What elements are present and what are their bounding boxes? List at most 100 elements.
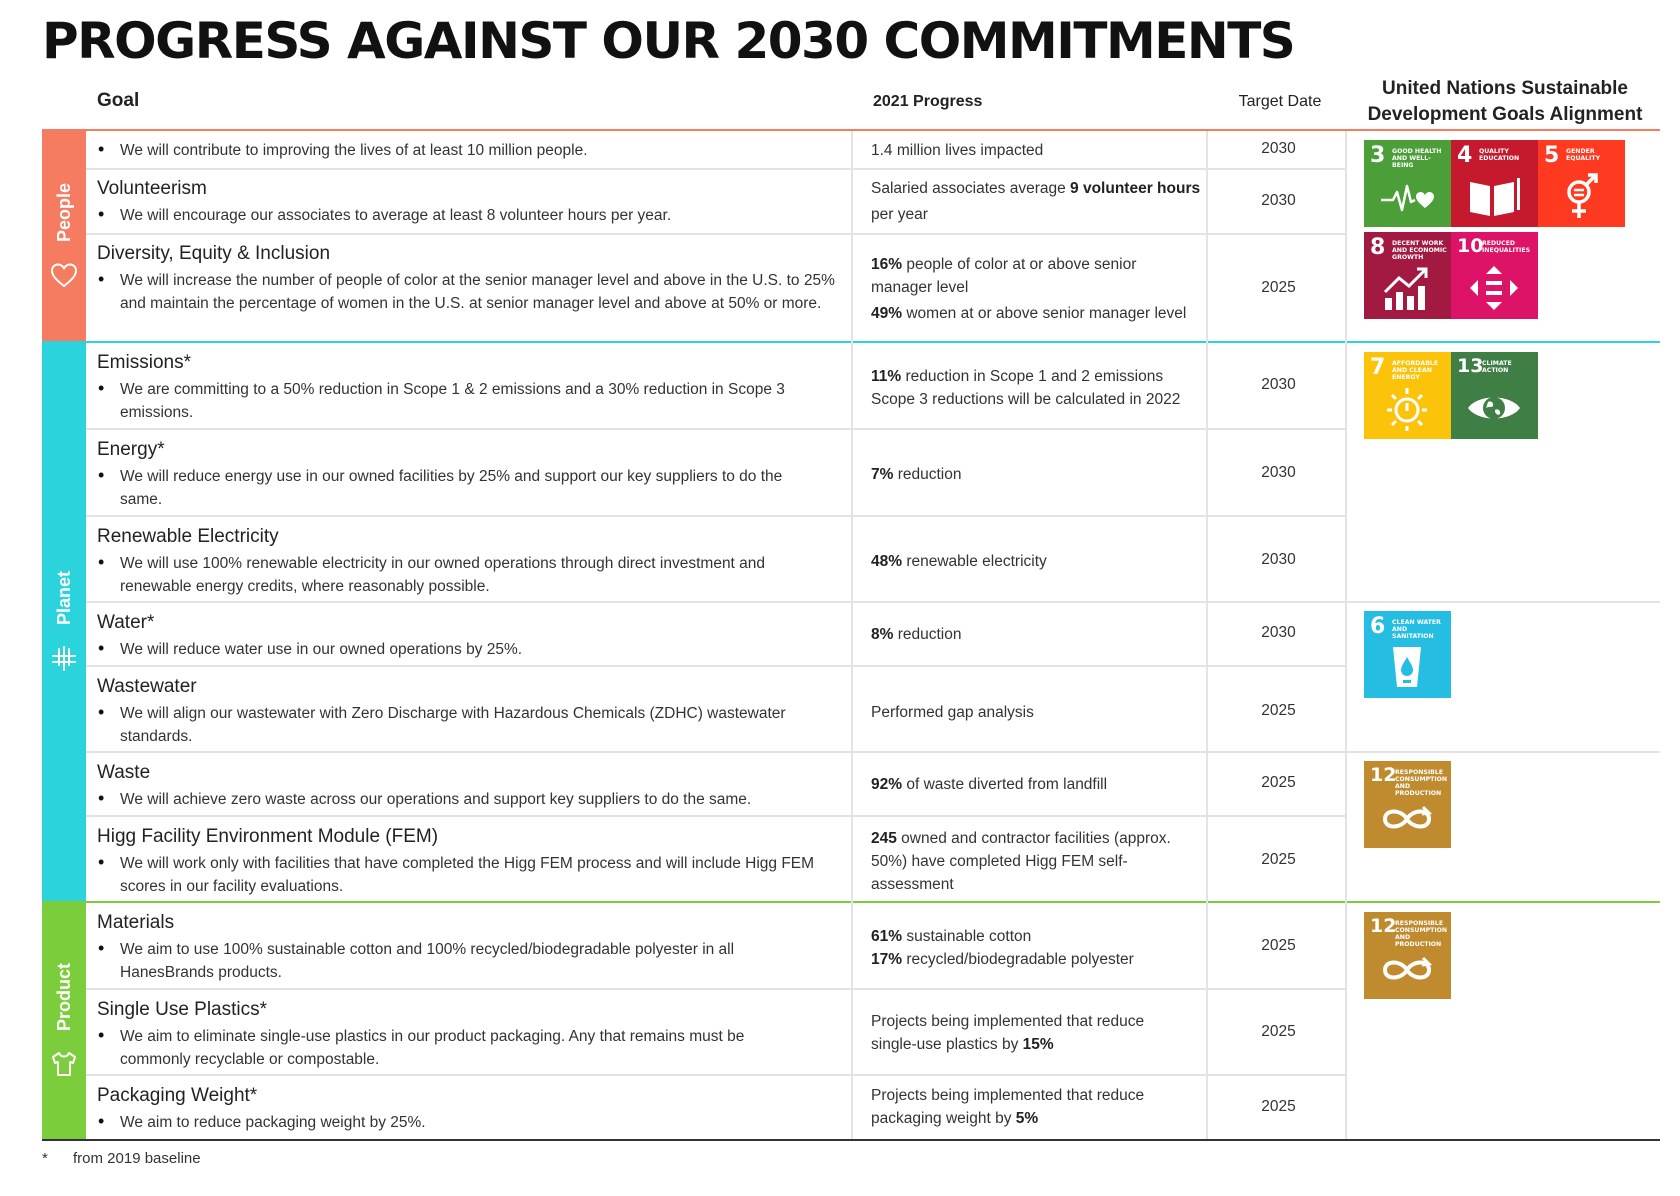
target-date: 2030 — [1261, 464, 1296, 481]
target-date: 2025 — [1261, 937, 1296, 954]
goal-title: Renewable Electricity — [97, 526, 279, 547]
progress-cell: Salaried associates average 9 volunteer … — [871, 180, 1201, 223]
sdg-tile-5: 5 GENDER EQUALITY — [1538, 140, 1625, 227]
target-date: 2030 — [1261, 551, 1296, 568]
footnote-marker: * — [42, 1150, 48, 1167]
goal-text: We will align our wastewater with Zero D… — [97, 701, 787, 748]
goal-text: We aim to reduce packaging weight by 25%… — [97, 1110, 847, 1134]
goal-title: Higg Facility Environment Module (FEM) — [97, 826, 439, 847]
goal-text: We will encourage our associates to aver… — [97, 203, 847, 227]
eye-globe-icon — [1468, 397, 1520, 419]
infinity-icon — [1382, 805, 1433, 829]
gender-icon — [1567, 173, 1598, 218]
goal-title: Single Use Plastics* — [97, 999, 268, 1020]
section-planet: Planet — [42, 342, 86, 902]
section-product: Product — [42, 902, 86, 1140]
goal-title: Emissions* — [97, 352, 191, 373]
sdg-divider — [1346, 601, 1660, 603]
section-label: Product — [53, 962, 74, 1031]
progress-cell: 7% reduction — [871, 466, 962, 483]
sdg-tile-6: 6 CLEAN WATER AND SANITATION — [1364, 611, 1451, 698]
column-divider — [851, 131, 853, 1139]
goal-title: Materials — [97, 912, 175, 933]
header-sdg-line2: Development Goals Alignment — [1367, 104, 1643, 125]
column-divider — [1206, 131, 1208, 1139]
target-date: 2030 — [1261, 624, 1296, 641]
goal-text: We will use 100% renewable electricity i… — [97, 551, 827, 598]
goal-text: We will reduce energy use in our owned f… — [97, 464, 817, 511]
row-divider — [86, 233, 1346, 235]
progress-cell: 1.4 million lives impacted — [871, 142, 1044, 159]
progress-cell: 11% reduction in Scope 1 and 2 emissions… — [871, 368, 1181, 408]
row-divider — [86, 1074, 1346, 1076]
target-date: 2025 — [1261, 279, 1296, 296]
goal-text: We aim to use 100% sustainable cotton an… — [97, 937, 817, 984]
tree-icon — [52, 646, 76, 672]
row-divider — [86, 515, 1346, 517]
goal-text: We will reduce water use in our owned op… — [97, 637, 847, 661]
people-top-line — [42, 129, 1660, 131]
table-row: Single Use Plastics* We aim to eliminate… — [86, 990, 1346, 1074]
sdg-tile-8: 8 DECENT WORK AND ECONOMIC GROWTH — [1364, 232, 1451, 319]
goal-title: Energy* — [97, 439, 165, 460]
sun-power-icon — [1387, 388, 1427, 431]
goal-text: We will contribute to improving the live… — [97, 138, 847, 162]
target-date: 2025 — [1261, 1098, 1296, 1115]
table-row: Packaging Weight* We aim to reduce packa… — [86, 1076, 1346, 1139]
goal-title: Water* — [97, 612, 155, 633]
heart-icon — [50, 263, 78, 288]
target-date: 2025 — [1261, 1023, 1296, 1040]
sdg-tile-12: 12 RESPONSIBLE CONSUMPTION AND PRODUCTIO… — [1364, 761, 1451, 848]
goal-title: Volunteerism — [97, 178, 207, 199]
header-target-date: Target Date — [1238, 93, 1322, 110]
progress-cell: Projects being implemented that reduce p… — [871, 1087, 1145, 1127]
row-divider — [86, 428, 1346, 430]
goal-text: We will work only with facilities that h… — [97, 851, 837, 898]
row-divider — [86, 751, 1346, 753]
water-glass-icon — [1393, 647, 1421, 687]
sdg-tile-7: 7 AFFORDABLE AND CLEAN ENERGY — [1364, 352, 1451, 439]
progress-cell: 61% sustainable cotton 17% recycled/biod… — [871, 928, 1134, 968]
growth-chart-icon — [1383, 267, 1428, 310]
sdg-divider — [1346, 751, 1660, 753]
progress-cell: 245 owned and contractor facilities (app… — [871, 830, 1171, 893]
sdg-tile-13: 13 CLIMATE ACTION — [1451, 352, 1538, 439]
table-row: Volunteerism We will encourage our assoc… — [86, 170, 1346, 233]
header-progress: 2021 Progress — [873, 93, 983, 110]
header-sdg-alignment: United Nations Sustainable Development G… — [1350, 76, 1660, 128]
goal-text: We are committing to a 50% reduction in … — [97, 377, 787, 424]
footnote-text: from 2019 baseline — [73, 1150, 201, 1167]
sdg-tile-3: 3 GOOD HEALTH AND WELL-BEING — [1364, 140, 1451, 227]
section-people: People — [42, 131, 86, 342]
table-row: Water* We will reduce water use in our o… — [86, 603, 1346, 665]
header-goal: Goal — [97, 90, 140, 111]
table-row: Diversity, Equity & Inclusion We will in… — [86, 235, 1346, 341]
goal-text: We aim to eliminate single-use plastics … — [97, 1024, 817, 1071]
progress-cell: Projects being implemented that reduce s… — [871, 1013, 1145, 1053]
table-row: Waste We will achieve zero waste across … — [86, 753, 1346, 815]
row-divider — [86, 168, 1346, 170]
goal-title: Wastewater — [97, 676, 197, 697]
goal-text: We will increase the number of people of… — [97, 268, 847, 315]
progress-cell: 16% people of color at or above senior m… — [871, 256, 1187, 322]
row-divider — [86, 601, 1346, 603]
table-bottom-line — [42, 1139, 1660, 1141]
row-divider — [86, 815, 1346, 817]
target-date: 2025 — [1261, 774, 1296, 791]
table-row: Higg Facility Environment Module (FEM) W… — [86, 817, 1346, 901]
table-row: We will contribute to improving the live… — [86, 131, 1346, 168]
table-row: Materials We aim to use 100% sustainable… — [86, 903, 1346, 988]
row-divider — [86, 988, 1346, 990]
target-date: 2030 — [1261, 376, 1296, 393]
goal-title: Diversity, Equity & Inclusion — [97, 243, 331, 264]
sdg-tile-4: 4 QUALITY EDUCATION — [1451, 140, 1538, 227]
table-row: Renewable Electricity We will use 100% r… — [86, 517, 1346, 601]
equality-arrows-icon — [1470, 266, 1518, 310]
target-date: 2025 — [1261, 702, 1296, 719]
sdg-tile-10: 10 REDUCED INEQUALITIES — [1451, 232, 1538, 319]
table-row: Energy* We will reduce energy use in our… — [86, 430, 1346, 515]
sdg-tile-12: 12 RESPONSIBLE CONSUMPTION AND PRODUCTIO… — [1364, 912, 1451, 999]
page-title: PROGRESS AGAINST OUR 2030 COMMITMENTS — [42, 12, 1296, 70]
row-divider — [86, 665, 1346, 667]
goal-text: We will achieve zero waste across our op… — [97, 787, 847, 811]
